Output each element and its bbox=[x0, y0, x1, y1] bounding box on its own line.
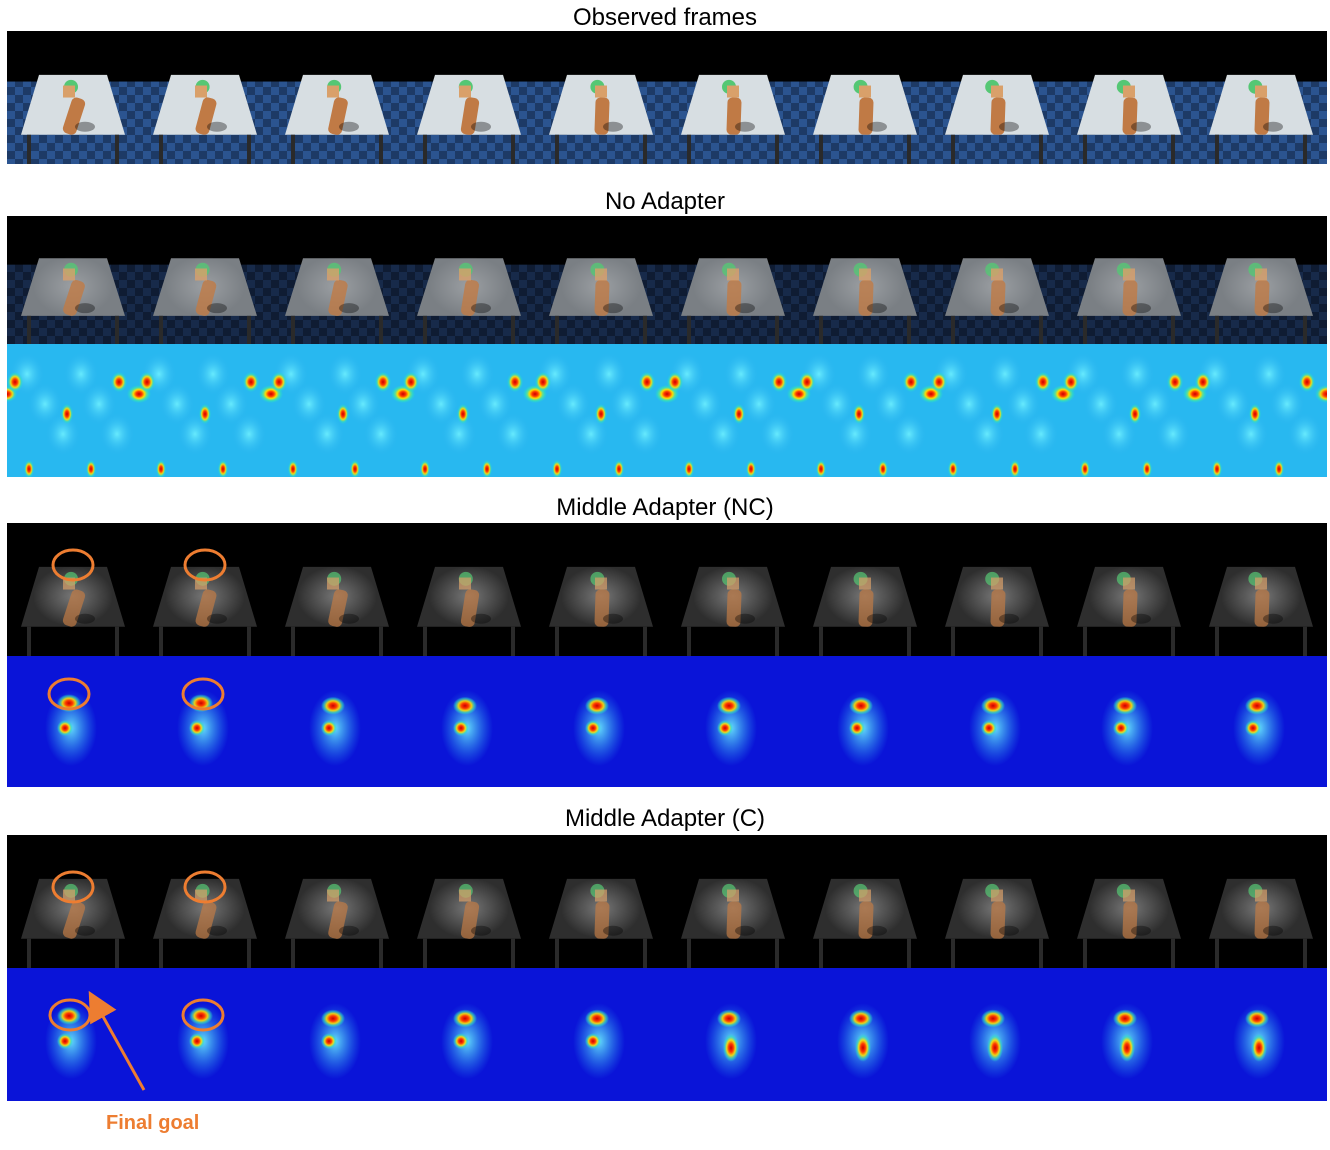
frame-4 bbox=[417, 878, 521, 968]
heatmap-frame-9 bbox=[1053, 352, 1207, 477]
goal-circle bbox=[51, 870, 95, 904]
frame-10 bbox=[1209, 256, 1313, 344]
frame-10 bbox=[1209, 74, 1313, 164]
frame-7 bbox=[813, 566, 917, 656]
frame-8 bbox=[945, 74, 1049, 164]
frame-4 bbox=[417, 74, 521, 164]
heatmap-frame-4 bbox=[393, 352, 547, 477]
heatmap-frame-5 bbox=[573, 690, 625, 767]
frame-8 bbox=[945, 878, 1049, 968]
final-goal-label: Final goal bbox=[106, 1112, 200, 1134]
frame-10 bbox=[1209, 566, 1313, 656]
goal-circle bbox=[51, 548, 95, 582]
frame-5 bbox=[549, 566, 653, 656]
goal-circle bbox=[181, 677, 225, 711]
frame-5 bbox=[549, 256, 653, 344]
no-adapter-heatmap-strip bbox=[7, 344, 1327, 477]
frame-1 bbox=[21, 256, 125, 344]
no-adapter-title: No Adapter bbox=[604, 188, 726, 215]
frame-1 bbox=[21, 74, 125, 164]
frame-2 bbox=[153, 566, 257, 656]
frame-6 bbox=[681, 256, 785, 344]
goal-circle bbox=[183, 548, 227, 582]
heatmap-frame-9 bbox=[1101, 690, 1153, 767]
frame-2 bbox=[153, 256, 257, 344]
heatmap-frame-10 bbox=[1233, 690, 1285, 767]
frame-9 bbox=[1077, 878, 1181, 968]
heatmap-frame-4 bbox=[441, 1003, 493, 1080]
frame-6 bbox=[681, 878, 785, 968]
frame-7 bbox=[813, 256, 917, 344]
heatmap-frame-6 bbox=[657, 352, 811, 477]
frame-2 bbox=[153, 74, 257, 164]
heatmap-frame-6 bbox=[705, 690, 757, 767]
heatmap-frame-1 bbox=[45, 690, 97, 767]
middle-nc-heatmap-strip bbox=[7, 656, 1327, 787]
heatmap-frame-2 bbox=[177, 1003, 229, 1080]
heatmap-frame-1 bbox=[45, 1003, 97, 1080]
heatmap-frame-8 bbox=[969, 690, 1021, 767]
no-adapter-frames-strip bbox=[7, 216, 1327, 344]
frame-4 bbox=[417, 256, 521, 344]
heatmap-frame-8 bbox=[969, 1003, 1021, 1080]
frame-3 bbox=[285, 256, 389, 344]
frame-4 bbox=[417, 566, 521, 656]
heatmap-frame-3 bbox=[309, 1003, 361, 1080]
heatmap-frame-5 bbox=[573, 1003, 625, 1080]
middle-c-heatmap-strip bbox=[7, 968, 1327, 1101]
goal-circle bbox=[181, 998, 225, 1032]
heatmap-frame-5 bbox=[525, 352, 679, 477]
heatmap-frame-7 bbox=[789, 352, 943, 477]
frame-9 bbox=[1077, 74, 1181, 164]
frame-9 bbox=[1077, 256, 1181, 344]
heatmap-frame-10 bbox=[1233, 1003, 1285, 1080]
goal-circle bbox=[47, 677, 91, 711]
heatmap-frame-10 bbox=[1185, 352, 1327, 477]
frame-1 bbox=[21, 566, 125, 656]
heatmap-frame-3 bbox=[261, 352, 415, 477]
frame-3 bbox=[285, 566, 389, 656]
heatmap-frame-9 bbox=[1101, 1003, 1153, 1080]
frame-7 bbox=[813, 74, 917, 164]
frame-3 bbox=[285, 878, 389, 968]
frame-9 bbox=[1077, 566, 1181, 656]
frame-6 bbox=[681, 566, 785, 656]
middle-c-frames-strip bbox=[7, 835, 1327, 968]
middle-nc-frames-strip bbox=[7, 523, 1327, 656]
heatmap-frame-4 bbox=[441, 690, 493, 767]
frame-5 bbox=[549, 74, 653, 164]
frame-8 bbox=[945, 256, 1049, 344]
frame-6 bbox=[681, 74, 785, 164]
heatmap-frame-3 bbox=[309, 690, 361, 767]
heatmap-frame-7 bbox=[837, 690, 889, 767]
observed-frames-title: Observed frames bbox=[572, 4, 758, 31]
frame-7 bbox=[813, 878, 917, 968]
heatmap-frame-6 bbox=[705, 1003, 757, 1080]
heatmap-frame-8 bbox=[921, 352, 1075, 477]
middle-adapter-nc-title: Middle Adapter (NC) bbox=[556, 494, 774, 521]
observed-frames-strip bbox=[7, 31, 1327, 164]
frame-8 bbox=[945, 566, 1049, 656]
frame-3 bbox=[285, 74, 389, 164]
middle-adapter-c-title: Middle Adapter (C) bbox=[564, 805, 766, 832]
heatmap-frame-7 bbox=[837, 1003, 889, 1080]
frame-10 bbox=[1209, 878, 1313, 968]
goal-circle bbox=[183, 870, 227, 904]
frame-5 bbox=[549, 878, 653, 968]
